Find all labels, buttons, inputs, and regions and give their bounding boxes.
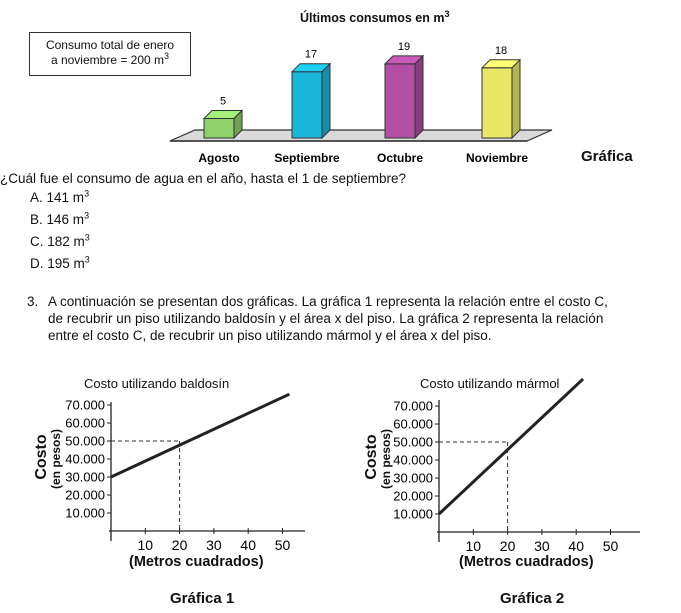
y-tick-label: 60.000 — [393, 417, 433, 432]
bar-side — [511, 58, 521, 140]
bar-septiembre — [291, 71, 323, 139]
option-d[interactable]: D. 195 m3 — [30, 254, 90, 271]
bar-category-label: Noviembre — [466, 151, 528, 165]
option-a[interactable]: A. 141 m3 — [30, 188, 90, 205]
cost-line — [437, 378, 585, 516]
y-tick-label: 70.000 — [393, 399, 433, 414]
y-tick-label: 50.000 — [393, 435, 433, 450]
x-tick-label: 30 — [534, 538, 550, 554]
y-tick-label: 40.000 — [65, 452, 105, 467]
y-tick-label: 60.000 — [65, 416, 105, 431]
option-c[interactable]: C. 182 m3 — [30, 232, 90, 249]
y-tick-label: 40.000 — [393, 453, 433, 468]
x-tick-label: 50 — [275, 537, 291, 553]
bar-side — [414, 54, 424, 140]
graph2-plot: 10.000 20.000 30.000 40.000 50.000 60.000 70.0… — [393, 378, 640, 554]
y-tick-label: 20.000 — [65, 488, 105, 503]
y-tick-label: 30.000 — [393, 471, 433, 486]
x-tick-label: 10 — [466, 538, 482, 554]
bar-chart-title: Últimos consumos en m3 — [300, 8, 450, 25]
bar-value-label: 18 — [495, 45, 507, 57]
graph2-title: Costo utilizando mármol — [420, 376, 560, 391]
x-tick-label: 20 — [500, 538, 516, 554]
x-tick-label: 10 — [138, 537, 154, 553]
y-tick-label: 10.000 — [393, 507, 433, 522]
bar-chart-caption: Gráfica — [581, 148, 633, 165]
bar-noviembre — [481, 67, 513, 139]
graph1-caption: Gráfica 1 — [170, 590, 235, 607]
graph2-caption: Gráfica 2 — [500, 590, 565, 607]
bar-value-label: 5 — [220, 96, 226, 108]
y-tick-label: 70.000 — [65, 398, 105, 413]
bar-value-label: 19 — [398, 41, 410, 53]
bar-value-label: 17 — [305, 49, 317, 61]
cost-line — [110, 392, 290, 479]
y-tick-label: 30.000 — [65, 470, 105, 485]
total-consumption-box: Consumo total de enero a noviembre = 200… — [29, 32, 191, 76]
y-tick-label: 50.000 — [65, 434, 105, 449]
total-box-line2: a noviembre = 200 m3 — [50, 51, 170, 68]
x-tick-label: 40 — [240, 537, 256, 553]
x-tick-label: 50 — [603, 538, 619, 554]
graph2-xlabel: (Metros cuadrados) — [459, 554, 594, 570]
bar-category-label: Septiembre — [274, 151, 340, 165]
bar-agosto — [203, 118, 235, 139]
x-tick-label: 30 — [206, 537, 222, 553]
item3-number: 3. — [27, 294, 39, 309]
x-tick-label: 40 — [568, 538, 584, 554]
bar-side — [321, 62, 331, 140]
graph1-plot: 10.000 20.000 30.000 40.000 50.000 60.000 70.0… — [65, 392, 305, 553]
question-text: ¿Cuál fue el consumo de agua en el año, … — [0, 171, 407, 186]
y-tick-label: 10.000 — [65, 506, 105, 521]
bar-chart: 5 Agosto 17 Septiembre 19 Octubre 18 Noviembre — [169, 41, 553, 165]
item3-line3: entre el costo C, de recubrir un piso ut… — [48, 328, 492, 343]
bar-category-label: Agosto — [198, 151, 239, 165]
x-tick-label: 20 — [172, 537, 188, 553]
option-b[interactable]: B. 146 m3 — [30, 210, 90, 227]
item3-line2: de recubrir un piso utilizando baldosín … — [48, 311, 604, 326]
bar-octubre — [384, 63, 416, 139]
total-box-line1: Consumo total de enero — [45, 38, 175, 52]
item3-line1: A continuación se presentan dos gráficas… — [48, 294, 608, 309]
bar-side — [233, 109, 243, 140]
graph1-title: Costo utilizando baldosín — [84, 376, 230, 391]
y-tick-label: 20.000 — [393, 489, 433, 504]
graph1-xlabel: (Metros cuadrados) — [129, 554, 264, 570]
bar-category-label: Octubre — [377, 151, 423, 165]
